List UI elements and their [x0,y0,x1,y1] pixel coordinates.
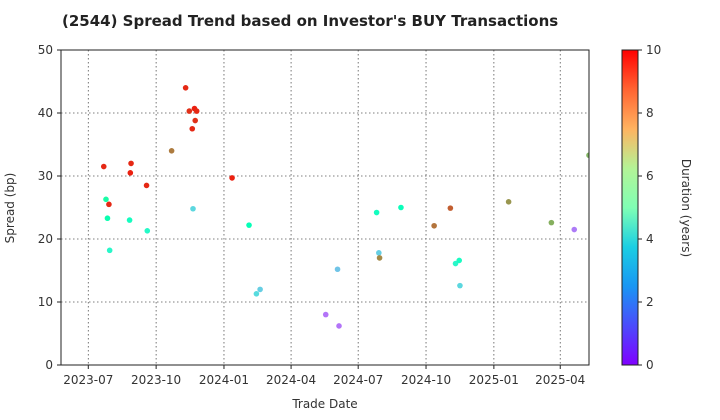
scatter-point [447,205,454,211]
x-axis-ticks: 2023-07 2023-10 2024-01 2024-04 2024-07 2024-… [63,365,585,387]
scatter-point [128,160,134,167]
x-axis-label: Trade Date [291,397,357,411]
x-tick-label: 2025-04 [535,373,585,387]
colorbar-ticks: 0 2 4 6 8 10 [638,43,661,372]
colorbar-tick-label: 8 [646,106,654,120]
x-tick-label: 2025-01 [469,373,519,387]
scatter-point [104,215,111,222]
grid-lines [61,50,589,365]
scatter-point [103,196,109,203]
scatter-point [548,219,555,226]
scatter-point [253,291,260,297]
y-tick-label: 50 [38,43,53,57]
colorbar-tick-label: 2 [646,295,654,309]
y-tick-label: 40 [38,106,53,120]
plot-frame [60,49,590,366]
scatter-point [431,222,437,229]
scatter-points [100,85,589,329]
colorbar [621,49,639,366]
scatter-point [336,323,342,329]
scatter-point [452,260,459,267]
scatter-point [186,108,193,114]
x-tick-label: 2024-01 [199,373,249,387]
scatter-point [571,226,578,233]
scatter-point [373,209,380,216]
scatter-point [106,201,112,208]
scatter-point [334,266,341,273]
scatter-point [229,175,235,181]
scatter-point [456,257,463,264]
y-tick-label: 10 [38,295,53,309]
colorbar-label: Duration (years) [679,159,693,257]
scatter-point [126,217,133,223]
scatter-point [144,228,151,234]
x-tick-label: 2023-07 [63,373,113,387]
scatter-point [182,85,189,91]
y-tick-label: 20 [38,232,53,246]
scatter-point [398,204,404,211]
x-tick-label: 2023-10 [131,373,181,387]
scatter-point [100,163,107,170]
scatter-point [376,250,382,256]
scatter-point [505,199,512,205]
y-tick-label: 30 [38,169,53,183]
scatter-point [257,286,263,293]
y-axis-label: Spread (bp) [3,173,17,244]
scatter-point [376,255,383,261]
colorbar-tick-label: 6 [646,169,654,183]
scatter-point [193,108,200,114]
scatter-point [192,117,199,124]
scatter-point [586,152,589,159]
scatter-point [190,205,196,212]
x-tick-label: 2024-07 [333,373,383,387]
scatter-point [322,311,329,318]
y-axis-ticks: 0 10 20 30 40 50 [38,43,61,372]
scatter-point [127,170,134,176]
colorbar-tick-label: 4 [646,232,654,246]
y-tick-label: 0 [45,358,53,372]
scatter-point [168,148,175,154]
chart-title: (2544) Spread Trend based on Investor's … [62,12,558,30]
scatter-point [246,222,252,228]
colorbar-tick-label: 0 [646,358,654,372]
x-tick-label: 2024-10 [401,373,451,387]
scatter-point [106,247,113,254]
scatter-point [143,182,150,189]
scatter-point [189,125,196,132]
scatter-point [457,282,463,289]
colorbar-tick-label: 10 [646,43,661,57]
x-tick-label: 2024-04 [266,373,316,387]
